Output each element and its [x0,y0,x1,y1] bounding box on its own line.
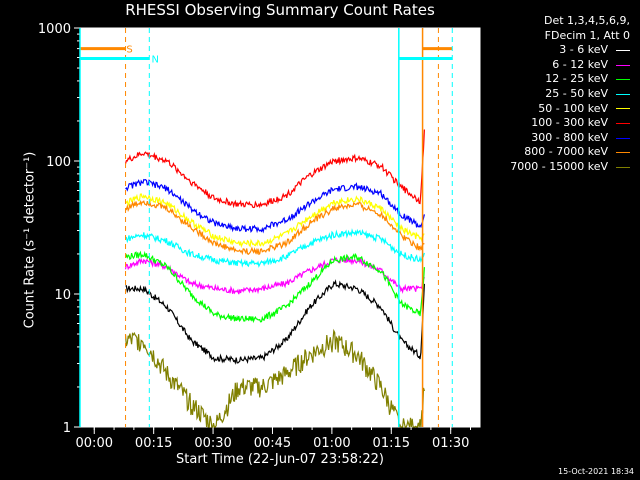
series-line [124,129,425,209]
series-line [124,250,425,324]
y-tick-label: 10 [54,288,71,303]
legend-swatch [616,108,630,110]
plot-area [79,27,481,428]
legend-entry: 3 - 6 keV [470,43,630,58]
legend-label: 50 - 100 keV [538,101,608,115]
legend-swatch [616,137,630,139]
legend-entry: 25 - 50 keV [470,87,630,102]
x-axis-label: Start Time (22-Jun-07 23:58:22) [176,452,384,467]
x-tick-label: 00:15 [135,436,172,451]
legend-entry: 100 - 300 keV [470,116,630,131]
series-line [125,228,425,268]
legend-label: 100 - 300 keV [531,116,608,130]
legend-swatch [616,64,630,66]
legend-label: 25 - 50 keV [545,86,608,100]
y-tick-label: 1 [63,421,71,436]
x-tick-label: 00:00 [76,436,113,451]
series-line [125,199,425,256]
legend-label: 7000 - 15000 keV [510,159,608,173]
legend-header-line-1: Det 1,3,4,5,6,9, [543,14,630,27]
legend-label: 3 - 6 keV [559,43,608,57]
legend: Det 1,3,4,5,6,9, FDecim 1, Att 0 3 - 6 k… [470,14,630,175]
legend-label: 300 - 800 keV [531,130,608,144]
y-tick-label: 1000 [38,22,71,37]
x-tick-label: 01:30 [432,436,469,451]
legend-entry: 50 - 100 keV [470,102,630,117]
legend-entry: 7000 - 15000 keV [470,160,630,175]
series-line [124,328,425,428]
legend-swatch [616,152,630,154]
legend-swatch [616,122,630,124]
legend-swatch [616,166,630,168]
legend-entry: 300 - 800 keV [470,131,630,146]
y-tick-label: 100 [46,155,71,170]
series-line [125,178,425,234]
series-line [125,279,425,365]
marker-label: S [126,45,132,56]
legend-label: 800 - 7000 keV [524,145,608,159]
x-tick-label: 01:00 [313,436,350,451]
legend-swatch [616,93,630,95]
legend-swatch [616,49,630,51]
x-tick-label: 01:15 [373,436,410,451]
y-axis-label: Count Rate (s⁻¹ detector⁻¹) [22,151,38,329]
timestamp-footer: 15-Oct-2021 18:34 [558,467,634,476]
legend-label: 6 - 12 keV [552,57,608,71]
legend-entry: 800 - 7000 keV [470,145,630,160]
series-line [125,193,425,249]
legend-header-line-2: FDecim 1, Att 0 [544,28,630,42]
marker-label: N [152,54,159,65]
chart-title: RHESSI Observing Summary Count Rates [125,1,435,19]
legend-swatch [616,79,630,81]
legend-entry: 6 - 12 keV [470,58,630,73]
x-tick-label: 00:45 [254,436,291,451]
legend-entry: 12 - 25 keV [470,72,630,87]
legend-label: 12 - 25 keV [545,72,608,86]
x-tick-label: 00:30 [194,436,231,451]
